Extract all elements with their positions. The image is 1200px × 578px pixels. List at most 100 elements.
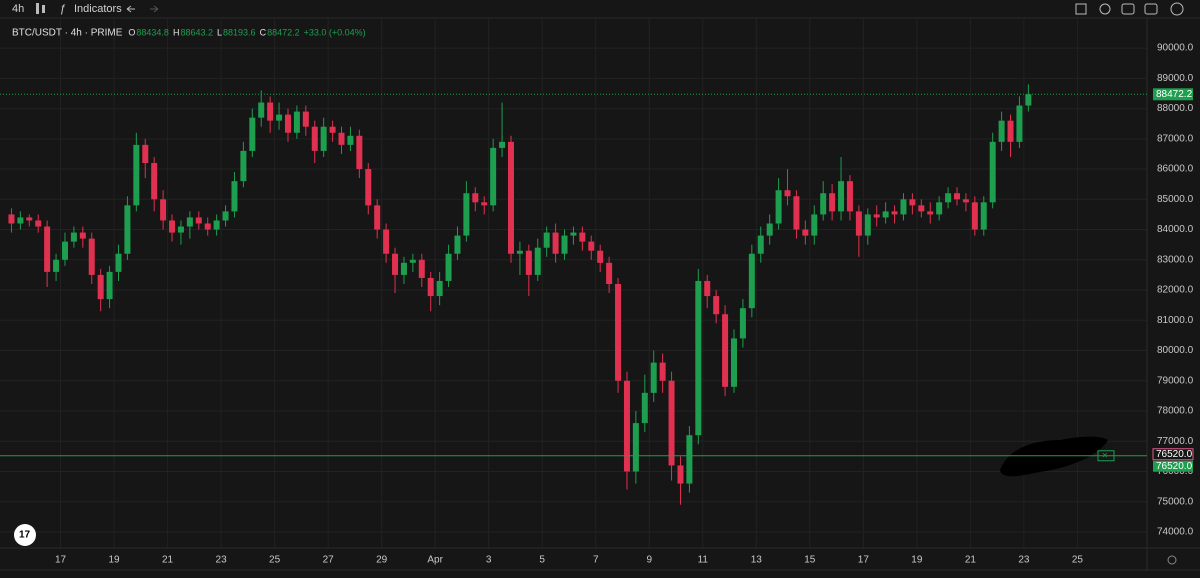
y-tick-label: 85000.0 xyxy=(1157,194,1194,205)
candle-body xyxy=(258,102,265,118)
candle-body xyxy=(722,314,729,387)
legend-ohlc-label: O xyxy=(128,27,135,37)
x-tick-label: 21 xyxy=(162,555,174,566)
candle-body xyxy=(231,181,238,212)
y-tick-label: 79000.0 xyxy=(1157,375,1194,386)
expand-button[interactable] xyxy=(1170,2,1184,16)
logo: 17 xyxy=(14,524,36,546)
y-tick-label: 84000.0 xyxy=(1157,224,1194,235)
candle-body xyxy=(918,205,925,212)
candle-body xyxy=(927,211,934,215)
x-tick-label: 29 xyxy=(376,555,388,566)
interval-button[interactable]: 4h xyxy=(12,3,24,15)
y-tick-label: 89000.0 xyxy=(1157,73,1194,84)
candle-body xyxy=(766,223,773,236)
candle-body xyxy=(534,247,541,275)
candle-body xyxy=(222,211,229,221)
snapshot-button[interactable] xyxy=(1121,3,1135,15)
undo-button[interactable] xyxy=(126,5,135,13)
legend-ohlc-value: 88472.2 xyxy=(267,27,300,37)
y-tick-label: 78000.0 xyxy=(1157,406,1194,417)
indicators-button[interactable]: Indicators xyxy=(74,3,122,15)
indicators-icon[interactable]: ƒ xyxy=(60,3,66,15)
x-tick-label: 19 xyxy=(108,555,120,566)
candle-body xyxy=(445,253,452,281)
candle-body xyxy=(900,199,907,215)
candle-body xyxy=(552,232,559,254)
candle-body xyxy=(507,141,514,254)
y-tick-label: 82000.0 xyxy=(1157,285,1194,296)
candle-body xyxy=(53,259,60,272)
candle-body xyxy=(499,141,506,148)
y-tick-label: 88000.0 xyxy=(1157,103,1194,114)
candle-body xyxy=(641,392,648,424)
fullscreen-button[interactable] xyxy=(1144,3,1158,15)
candle-body xyxy=(472,193,479,203)
candle-body xyxy=(543,232,550,248)
candle-body xyxy=(588,241,595,251)
alert-tag xyxy=(1152,448,1194,461)
candle-body xyxy=(802,229,809,236)
y-tick-label: 80000.0 xyxy=(1157,345,1194,356)
candle-body xyxy=(204,223,211,230)
candle-body xyxy=(347,135,354,145)
candle-body xyxy=(757,235,764,254)
candle-body xyxy=(463,193,470,236)
candle-body xyxy=(293,111,300,133)
candle-body xyxy=(829,193,836,212)
candle-body xyxy=(989,141,996,203)
axis-settings-button[interactable] xyxy=(1167,555,1177,565)
candle-body xyxy=(570,232,577,236)
candle-body xyxy=(579,232,586,242)
candle-body xyxy=(17,217,24,224)
candle-body xyxy=(160,199,167,221)
candle-body xyxy=(811,214,818,236)
candle-body xyxy=(400,262,407,275)
candle-body xyxy=(124,205,131,254)
legend-ohlc-label: C xyxy=(260,27,267,37)
candle-body xyxy=(909,199,916,206)
x-tick-label: 19 xyxy=(911,555,923,566)
candle-body xyxy=(820,193,827,215)
candle-body xyxy=(1025,94,1032,106)
candle-body xyxy=(142,144,149,164)
candle-body xyxy=(213,220,220,230)
candle-body xyxy=(365,169,372,206)
x-tick-label: 25 xyxy=(1072,555,1084,566)
candle-body xyxy=(864,214,871,236)
candle-body xyxy=(561,235,568,254)
candle-body xyxy=(169,220,176,233)
legend-symbol: BTC/USDT · 4h · PRIME xyxy=(12,28,123,39)
x-tick-label: 3 xyxy=(486,555,492,566)
candle-body xyxy=(44,226,51,272)
candle-body xyxy=(936,202,943,215)
x-tick-label: 13 xyxy=(751,555,763,566)
candle-body xyxy=(748,253,755,309)
chart-type-button[interactable] xyxy=(36,3,45,14)
x-tick-label: 25 xyxy=(269,555,281,566)
settings-button[interactable] xyxy=(1099,3,1111,15)
candle-body xyxy=(490,147,497,206)
candle-body xyxy=(427,277,434,297)
x-tick-label: 23 xyxy=(1018,555,1030,566)
x-tick-label: 15 xyxy=(804,555,816,566)
candle-body xyxy=(945,193,952,203)
candle-body xyxy=(659,362,666,381)
x-tick-label: 23 xyxy=(216,555,228,566)
redo-button[interactable] xyxy=(150,5,159,13)
candle-body xyxy=(481,202,488,206)
y-tick-label: 86000.0 xyxy=(1157,164,1194,175)
candle-body xyxy=(70,232,77,242)
candle-body xyxy=(650,362,657,393)
y-tick-label: 77000.0 xyxy=(1157,436,1194,447)
candle-body xyxy=(1016,105,1023,142)
layout-button[interactable] xyxy=(1075,3,1087,15)
candle-body xyxy=(267,102,274,121)
candle-body xyxy=(784,190,791,197)
legend-ohlc-value: 88193.6 xyxy=(223,27,256,37)
x-tick-label: 21 xyxy=(965,555,977,566)
redaction-scribble xyxy=(1000,436,1108,477)
candle-body xyxy=(962,199,969,203)
